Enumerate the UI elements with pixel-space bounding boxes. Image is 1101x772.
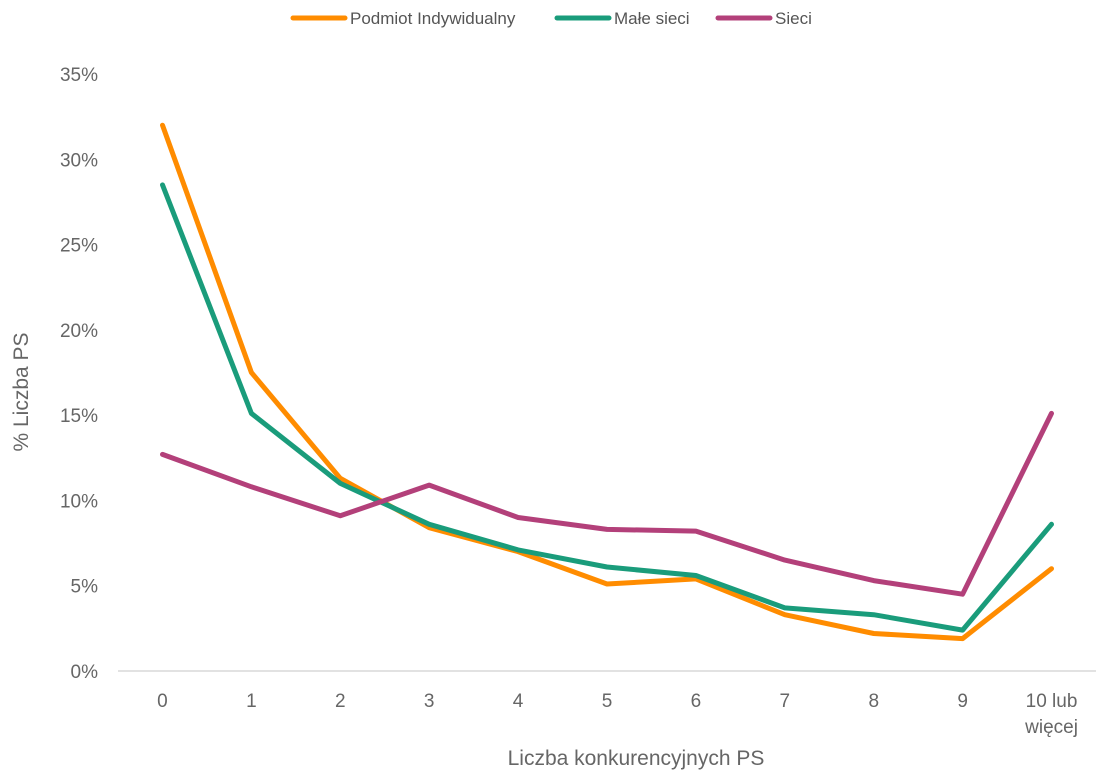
x-tick-label: 3 bbox=[424, 691, 435, 712]
series-line bbox=[160, 122, 1054, 642]
x-tick-label: 1 bbox=[246, 691, 257, 712]
legend-label: Podmiot Indywidualny bbox=[350, 9, 516, 28]
y-tick-label: 30% bbox=[60, 150, 98, 171]
x-tick-label: 4 bbox=[513, 691, 524, 712]
legend-item: Małe sieci bbox=[554, 9, 690, 28]
x-tick-label: 2 bbox=[335, 691, 346, 712]
series-line bbox=[160, 410, 1054, 597]
x-tick-label: 0 bbox=[157, 691, 168, 712]
series-line bbox=[160, 182, 1054, 633]
x-tick-label: 9 bbox=[957, 691, 968, 712]
y-tick-label: 5% bbox=[71, 577, 99, 598]
x-axis-ticks: 0 1 2 3 4 5 6 7 8 9 10 lub więcej bbox=[157, 691, 1078, 738]
legend-label: Małe sieci bbox=[614, 9, 690, 28]
y-tick-label: 20% bbox=[60, 321, 98, 342]
legend-label: Sieci bbox=[775, 9, 812, 28]
x-tick-label: 5 bbox=[602, 691, 613, 712]
x-tick-label: 8 bbox=[868, 691, 879, 712]
x-tick-label: 6 bbox=[691, 691, 702, 712]
y-tick-label: 25% bbox=[60, 236, 98, 257]
y-axis-title: % Liczba PS bbox=[10, 332, 33, 451]
y-tick-label: 15% bbox=[60, 406, 98, 427]
x-axis-title: Liczba konkurencyjnych PS bbox=[508, 747, 765, 770]
legend-item: Podmiot Indywidualny bbox=[290, 9, 516, 28]
y-tick-label: 0% bbox=[71, 662, 99, 683]
legend-item: Sieci bbox=[715, 9, 812, 28]
x-tick-label: 7 bbox=[780, 691, 791, 712]
series-lines bbox=[160, 122, 1054, 642]
x-tick-label: 10 lub więcej bbox=[1024, 691, 1078, 738]
y-tick-label: 35% bbox=[60, 65, 98, 86]
legend: Podmiot Indywidualny Małe sieci Sieci bbox=[290, 9, 812, 28]
y-tick-label: 10% bbox=[60, 491, 98, 512]
y-axis-ticks: 0% 5% 10% 15% 20% 25% 30% 35% bbox=[60, 65, 98, 683]
